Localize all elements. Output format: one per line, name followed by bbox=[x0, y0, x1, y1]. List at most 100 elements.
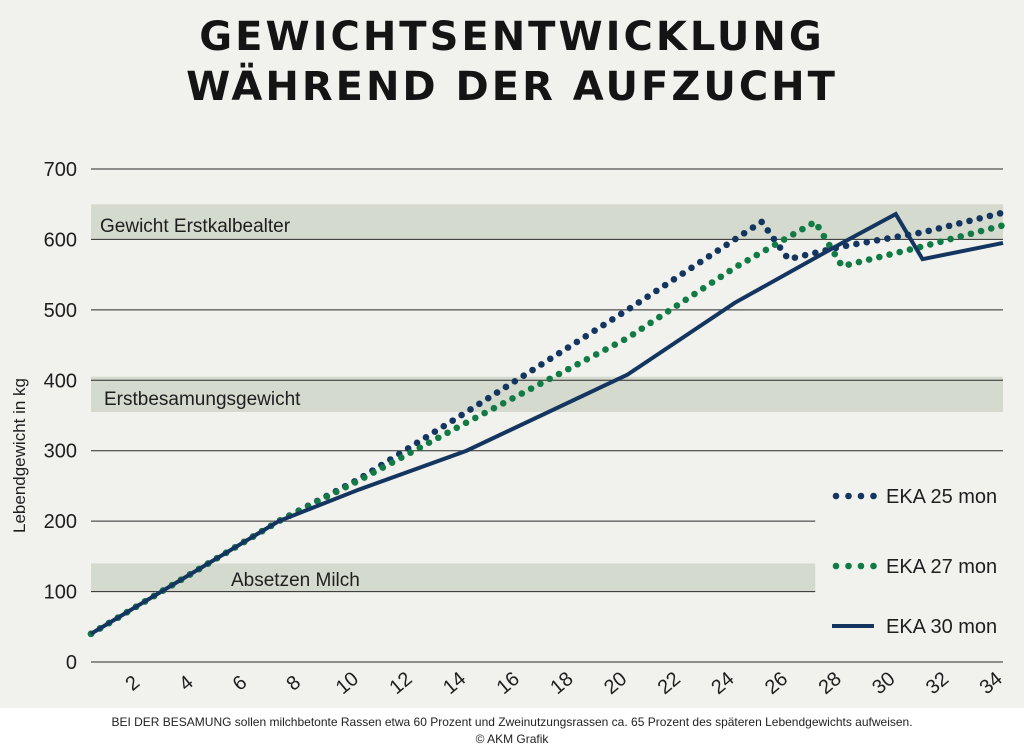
series-dot-eka-27-mon bbox=[699, 284, 707, 292]
x-tick-label: 10 bbox=[332, 668, 363, 699]
series-dot-eka-25-mon bbox=[670, 276, 678, 283]
band-1 bbox=[91, 376, 1003, 412]
series-dot-eka-27-mon bbox=[937, 238, 944, 246]
legend-swatch bbox=[845, 562, 852, 570]
y-tick-label: 0 bbox=[66, 652, 77, 674]
series-dot-eka-27-mon bbox=[342, 483, 349, 491]
series-dot-eka-27-mon bbox=[434, 434, 442, 442]
series-dot-eka-27-mon bbox=[717, 273, 725, 281]
series-dot-eka-25-mon bbox=[873, 237, 881, 244]
series-dot-eka-25-mon bbox=[842, 242, 850, 250]
series-dot-eka-27-mon bbox=[518, 390, 526, 397]
series-dot-eka-25-mon bbox=[476, 400, 483, 408]
series-dot-eka-25-mon bbox=[502, 383, 510, 391]
series-dot-eka-27-mon bbox=[323, 493, 331, 500]
series-dot-eka-25-mon bbox=[529, 366, 536, 374]
x-tick-label: 24 bbox=[707, 668, 738, 699]
series-dot-eka-25-mon bbox=[626, 304, 634, 312]
line-chart: Gewicht Erstkalbealter Erstbesamungsgewic… bbox=[10, 159, 1007, 699]
series-dot-eka-27-mon bbox=[620, 336, 628, 344]
series-dot-eka-25-mon bbox=[945, 222, 953, 230]
series-dot-eka-27-mon bbox=[831, 250, 839, 258]
series-dot-eka-27-mon bbox=[808, 220, 815, 228]
series-dot-eka-25-mon bbox=[764, 227, 772, 234]
series-dot-eka-27-mon bbox=[546, 375, 553, 383]
series-dot-eka-27-mon bbox=[332, 488, 340, 496]
legend-swatch bbox=[857, 562, 865, 570]
series-dot-eka-25-mon bbox=[520, 372, 527, 380]
x-tick-label: 28 bbox=[815, 668, 846, 699]
series-dot-eka-27-mon bbox=[555, 370, 563, 378]
series-dot-eka-27-mon bbox=[462, 419, 470, 427]
legend-swatch bbox=[832, 562, 840, 570]
series-dot-eka-27-mon bbox=[361, 474, 368, 481]
series-dot-eka-25-mon bbox=[688, 264, 695, 272]
series-dot-eka-27-mon bbox=[453, 424, 461, 432]
x-tick-label: 18 bbox=[546, 668, 577, 699]
x-tick-label: 34 bbox=[976, 668, 1007, 699]
x-tick-label: 14 bbox=[439, 668, 470, 699]
series-dot-eka-27-mon bbox=[906, 246, 914, 253]
series-dot-eka-27-mon bbox=[673, 302, 681, 309]
series-dot-eka-25-mon bbox=[696, 258, 704, 266]
series-dot-eka-27-mon bbox=[876, 253, 883, 261]
legend-swatch bbox=[870, 562, 877, 570]
series-dot-eka-25-mon bbox=[591, 327, 598, 335]
series-dot-eka-25-mon bbox=[956, 220, 963, 227]
series-dot-eka-25-mon bbox=[986, 212, 994, 220]
title-line-1: GEWICHTSENTWICKLUNG bbox=[199, 14, 825, 60]
series-dot-eka-27-mon bbox=[708, 279, 716, 286]
series-dot-eka-27-mon bbox=[647, 319, 654, 327]
series-dot-eka-25-mon bbox=[705, 253, 713, 260]
series-dot-eka-27-mon bbox=[753, 251, 761, 259]
y-tick-label: 700 bbox=[44, 159, 77, 181]
series-dot-eka-27-mon bbox=[957, 233, 965, 240]
series-dot-eka-25-mon bbox=[976, 215, 983, 222]
legend-label: EKA 27 mon bbox=[886, 556, 997, 578]
series-dot-eka-25-mon bbox=[467, 406, 474, 413]
series-dot-eka-27-mon bbox=[656, 313, 663, 321]
series-dot-eka-25-mon bbox=[564, 344, 572, 351]
series-dot-eka-25-mon bbox=[644, 293, 651, 300]
series-dot-eka-25-mon bbox=[617, 310, 625, 318]
series-dot-eka-27-mon bbox=[771, 241, 779, 249]
series-dot-eka-25-mon bbox=[449, 417, 456, 424]
series-dot-eka-27-mon bbox=[527, 385, 535, 392]
series-dot-eka-27-mon bbox=[820, 232, 828, 240]
series-dot-eka-25-mon bbox=[801, 251, 809, 259]
series-dot-eka-27-mon bbox=[836, 259, 844, 267]
series-dot-eka-25-mon bbox=[770, 235, 778, 243]
series-dot-eka-27-mon bbox=[744, 256, 751, 264]
series-dot-eka-27-mon bbox=[799, 225, 806, 233]
x-tick-label: 32 bbox=[922, 668, 953, 699]
series-dot-eka-25-mon bbox=[484, 394, 492, 402]
caption-text: BEI DER BESAMUNG sollen milchbetonte Ras… bbox=[111, 715, 913, 729]
series-dot-eka-25-mon bbox=[440, 422, 448, 430]
band-label: Gewicht Erstkalbealter bbox=[100, 216, 291, 237]
series-dot-eka-27-mon bbox=[947, 235, 954, 243]
legend-swatch bbox=[857, 492, 865, 500]
legend-swatch bbox=[832, 492, 840, 500]
series-dot-eka-27-mon bbox=[574, 360, 581, 368]
series-dot-eka-25-mon bbox=[538, 361, 545, 368]
series-dot-eka-25-mon bbox=[546, 355, 554, 363]
series-dot-eka-25-mon bbox=[600, 321, 607, 329]
series-dot-eka-27-mon bbox=[398, 454, 405, 461]
y-tick-label: 400 bbox=[44, 370, 77, 392]
series-dot-eka-25-mon bbox=[996, 210, 1004, 217]
series-dot-eka-27-mon bbox=[602, 346, 609, 353]
series-dot-eka-27-mon bbox=[664, 308, 672, 315]
band-label: Absetzen Milch bbox=[231, 570, 360, 591]
series-dot-eka-25-mon bbox=[511, 378, 519, 385]
series-dot-eka-25-mon bbox=[582, 333, 590, 340]
series-dot-eka-27-mon bbox=[691, 290, 698, 298]
series-dot-eka-27-mon bbox=[926, 241, 934, 248]
series-dot-eka-27-mon bbox=[638, 325, 646, 332]
legend-swatch bbox=[870, 492, 877, 500]
caption-credit: © AKM Grafik bbox=[475, 732, 549, 746]
series-dot-eka-27-mon bbox=[499, 399, 507, 407]
series-dot-eka-27-mon bbox=[886, 251, 893, 258]
x-tick-label: 8 bbox=[282, 671, 305, 695]
series-dot-eka-27-mon bbox=[416, 444, 424, 451]
